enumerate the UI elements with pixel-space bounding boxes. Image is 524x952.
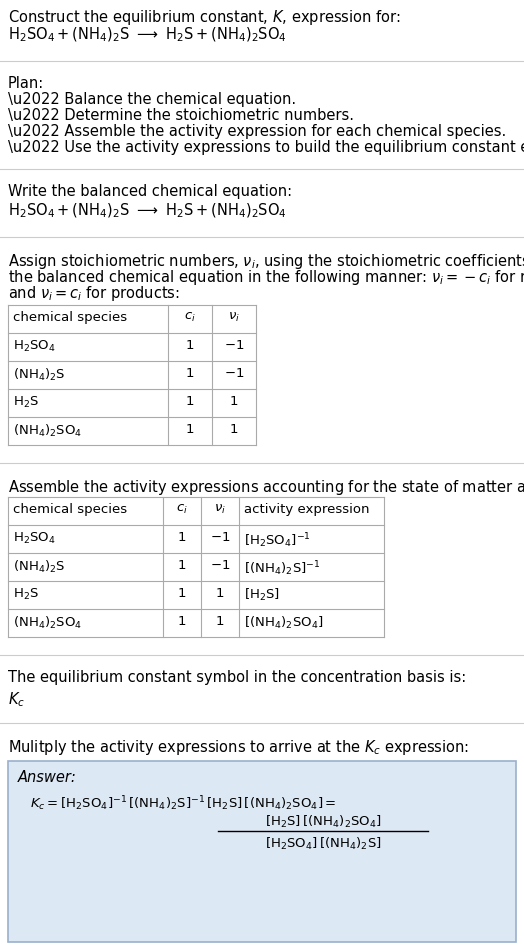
Text: 1: 1 (185, 367, 194, 380)
Text: $[\mathrm{H_2S}]$: $[\mathrm{H_2S}]$ (244, 586, 280, 603)
Text: $1$: $1$ (215, 614, 225, 627)
Text: $1$: $1$ (215, 586, 225, 600)
Text: $1$: $1$ (230, 394, 238, 407)
Text: $\nu_i$: $\nu_i$ (214, 503, 226, 516)
Text: $[\mathrm{(NH_4)_2SO_4}]$: $[\mathrm{(NH_4)_2SO_4}]$ (244, 614, 323, 630)
Text: chemical species: chemical species (13, 310, 127, 324)
Text: \u2022 Assemble the activity expression for each chemical species.: \u2022 Assemble the activity expression … (8, 124, 506, 139)
Text: $K_c = [\mathrm{H_2SO_4}]^{-1}\,[\mathrm{(NH_4)_2S}]^{-1}\,[\mathrm{H_2S}]\,[\ma: $K_c = [\mathrm{H_2SO_4}]^{-1}\,[\mathrm… (30, 793, 336, 812)
Text: $\mathrm{(NH_4)_2S}$: $\mathrm{(NH_4)_2S}$ (13, 367, 66, 383)
Text: $[\mathrm{H_2S}]\,[\mathrm{(NH_4)_2SO_4}]$: $[\mathrm{H_2S}]\,[\mathrm{(NH_4)_2SO_4}… (265, 813, 381, 829)
Text: 1: 1 (178, 559, 186, 571)
Text: $-1$: $-1$ (210, 559, 230, 571)
Text: chemical species: chemical species (13, 503, 127, 515)
Text: $-1$: $-1$ (224, 367, 244, 380)
Text: $\mathrm{H_2S}$: $\mathrm{H_2S}$ (13, 394, 39, 409)
Text: $\mathrm{H_2SO_4}$: $\mathrm{H_2SO_4}$ (13, 530, 56, 545)
Text: $[\mathrm{H_2SO_4}]^{-1}$: $[\mathrm{H_2SO_4}]^{-1}$ (244, 530, 311, 549)
Text: $\nu_i$: $\nu_i$ (228, 310, 240, 324)
Text: \u2022 Balance the chemical equation.: \u2022 Balance the chemical equation. (8, 92, 296, 107)
Text: $\mathrm{H_2SO_4 +(NH_4)_2S \ \longrightarrow \ H_2S +(NH_4)_2SO_4}$: $\mathrm{H_2SO_4 +(NH_4)_2S \ \longright… (8, 26, 287, 45)
Text: 1: 1 (185, 423, 194, 436)
Text: $K_c$: $K_c$ (8, 689, 25, 708)
Text: $[\mathrm{(NH_4)_2S}]^{-1}$: $[\mathrm{(NH_4)_2S}]^{-1}$ (244, 559, 321, 577)
Text: Answer:: Answer: (18, 769, 77, 784)
Text: Assemble the activity expressions accounting for the state of matter and $\nu_i$: Assemble the activity expressions accoun… (8, 478, 524, 497)
Text: $c_i$: $c_i$ (184, 310, 196, 324)
Text: $\mathrm{H_2S}$: $\mathrm{H_2S}$ (13, 586, 39, 602)
Text: $[\mathrm{H_2SO_4}]\,[\mathrm{(NH_4)_2S}]$: $[\mathrm{H_2SO_4}]\,[\mathrm{(NH_4)_2S}… (265, 835, 381, 851)
Text: $\mathrm{H_2SO_4 +(NH_4)_2S \ \longrightarrow \ H_2S +(NH_4)_2SO_4}$: $\mathrm{H_2SO_4 +(NH_4)_2S \ \longright… (8, 202, 287, 220)
Text: 1: 1 (178, 530, 186, 544)
Text: $-1$: $-1$ (210, 530, 230, 544)
Text: Assign stoichiometric numbers, $\nu_i$, using the stoichiometric coefficients, $: Assign stoichiometric numbers, $\nu_i$, … (8, 251, 524, 270)
Text: 1: 1 (178, 614, 186, 627)
Text: activity expression: activity expression (244, 503, 369, 515)
Text: Plan:: Plan: (8, 76, 44, 90)
Text: $\mathrm{(NH_4)_2SO_4}$: $\mathrm{(NH_4)_2SO_4}$ (13, 423, 82, 439)
Text: Construct the equilibrium constant, $K$, expression for:: Construct the equilibrium constant, $K$,… (8, 8, 401, 27)
Text: Write the balanced chemical equation:: Write the balanced chemical equation: (8, 184, 292, 199)
Bar (8, 762, 516, 942)
Text: $1$: $1$ (230, 423, 238, 436)
Text: 1: 1 (185, 394, 194, 407)
Text: The equilibrium constant symbol in the concentration basis is:: The equilibrium constant symbol in the c… (8, 669, 466, 684)
Text: $c_i$: $c_i$ (176, 503, 188, 516)
Text: $\mathrm{(NH_4)_2SO_4}$: $\mathrm{(NH_4)_2SO_4}$ (13, 614, 82, 630)
Text: $-1$: $-1$ (224, 339, 244, 351)
Text: \u2022 Use the activity expressions to build the equilibrium constant expression: \u2022 Use the activity expressions to b… (8, 140, 524, 155)
Text: 1: 1 (185, 339, 194, 351)
Text: and $\nu_i = c_i$ for products:: and $\nu_i = c_i$ for products: (8, 284, 180, 303)
Text: \u2022 Determine the stoichiometric numbers.: \u2022 Determine the stoichiometric numb… (8, 108, 354, 123)
Text: 1: 1 (178, 586, 186, 600)
Text: Mulitply the activity expressions to arrive at the $K_c$ expression:: Mulitply the activity expressions to arr… (8, 737, 469, 756)
Text: $\mathrm{(NH_4)_2S}$: $\mathrm{(NH_4)_2S}$ (13, 559, 66, 574)
Text: the balanced chemical equation in the following manner: $\nu_i = -c_i$ for react: the balanced chemical equation in the fo… (8, 268, 524, 287)
Text: $\mathrm{H_2SO_4}$: $\mathrm{H_2SO_4}$ (13, 339, 56, 354)
